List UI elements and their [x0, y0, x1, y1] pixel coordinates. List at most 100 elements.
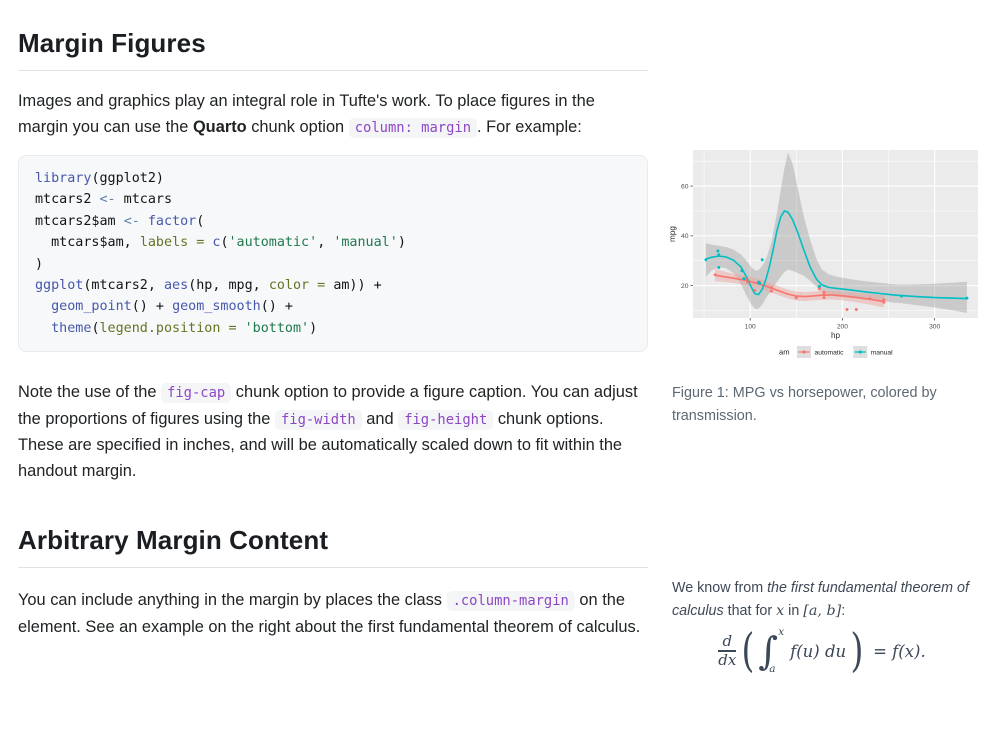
code-line: geom_point() + geom_smooth() + [35, 296, 631, 317]
code-token: geom_smooth [172, 299, 261, 315]
code-token: ( [196, 213, 205, 229]
svg-text:200: 200 [837, 324, 848, 331]
code-token: mtcars2$am [35, 213, 124, 229]
code-token: c [212, 235, 221, 251]
integral-lower-limit: a [769, 663, 776, 675]
left-paren: ( [741, 623, 755, 678]
inline-code: fig-height [398, 409, 494, 430]
fraction-denominator: dx [718, 650, 737, 669]
svg-text:300: 300 [929, 324, 940, 331]
code-line: ) [35, 254, 631, 275]
code-token: ) [35, 256, 44, 272]
chart-legend: am automatic manual [779, 346, 893, 358]
code-token [140, 214, 148, 229]
code-token: () + [131, 299, 173, 315]
paragraph-column-margin: You can include anything in the margin b… [18, 588, 644, 640]
figure-caption: Figure 1: MPG vs horsepower, colored by … [672, 385, 937, 424]
integral-upper-limit: x [778, 626, 785, 638]
code-token: theme [51, 320, 92, 336]
chart-series [704, 152, 969, 313]
code-token: (ggplot2) [91, 171, 164, 186]
code-token: legend.position = [99, 320, 245, 336]
code-line: ggplot(mtcars2, aes(hp, mpg, color = am)… [35, 275, 631, 296]
code-token: () + [260, 299, 293, 315]
derivative-fraction: d dx [718, 631, 737, 669]
code-token: am)) + [333, 278, 382, 294]
text-segment: and [361, 409, 399, 428]
code-token: 'automatic' [228, 235, 318, 251]
mpg-chart: 100 200 300 20 40 60 hp mpg am automatic manual [668, 150, 978, 358]
axis-labels: 100 200 300 20 40 60 [681, 183, 940, 330]
text-segment: chunk option to provide a figure caption… [18, 383, 638, 428]
code-token: labels = [139, 235, 213, 251]
svg-text:manual: manual [871, 349, 893, 356]
inline-code: column: margin [348, 117, 478, 138]
code-token: mtcars$am, [35, 235, 140, 251]
text-segment: We know from [672, 580, 768, 596]
code-token: factor [147, 213, 197, 229]
svg-text:automatic: automatic [815, 349, 845, 356]
text-segment: Quarto [192, 117, 247, 136]
inline-code: .column-margin [446, 591, 575, 612]
code-block: library(ggplot2) mtcars2 <- mtcars mtcars2… [18, 155, 648, 353]
text-segment: that for [723, 602, 777, 619]
code-token: ( [220, 235, 229, 251]
code-line: mtcars2$am <- factor( [35, 211, 631, 232]
paragraph-fig-options: Note the use of the fig-cap chunk option… [18, 380, 644, 484]
code-token: aes [164, 278, 189, 294]
calculus-formula: d dx ( ∫ x a f(u) du ) = f(x). [672, 620, 972, 682]
x-axis-title: hp [831, 331, 841, 340]
text-segment: chunk option [246, 117, 349, 136]
right-paren: ) [850, 623, 864, 678]
code-token: ) [309, 320, 318, 336]
text-segment: : [841, 602, 846, 619]
code-line: library(ggplot2) [35, 168, 631, 189]
code-line: theme(legend.position = 'bottom') [35, 318, 631, 339]
integral: ∫ x a [758, 626, 784, 675]
section-title-margin-figures: Margin Figures [18, 28, 648, 72]
formula-rhs: = f(x). [873, 641, 926, 661]
margin-note: We know from the first fundamental theor… [672, 577, 980, 622]
paragraph-margin-figures: Images and graphics play an integral rol… [18, 89, 644, 141]
text-segment: . For example: [477, 117, 582, 136]
gridlines [693, 150, 978, 318]
code-token [35, 321, 51, 336]
text-segment: Images and graphics play an integral rol… [18, 92, 595, 136]
text-segment: x [776, 602, 785, 619]
code-token: (mtcars2, [83, 278, 164, 294]
text-segment: [a, b] [803, 602, 842, 619]
fraction-bar [718, 650, 737, 652]
smooth-line-manual [705, 210, 968, 300]
code-token [35, 299, 51, 314]
code-token: ) [397, 235, 406, 251]
code-token: library [35, 171, 92, 186]
text-segment: You can include anything in the margin b… [18, 591, 447, 610]
code-token: mtcars2 [35, 192, 100, 208]
confidence-band-manual [705, 152, 967, 313]
points-manual [704, 249, 969, 300]
section-title-arbitrary-margin-content: Arbitrary Margin Content [18, 525, 648, 569]
code-token: <- [123, 213, 140, 229]
svg-text:am: am [779, 348, 790, 357]
code-token: color = [268, 278, 334, 294]
svg-text:20: 20 [681, 283, 689, 290]
inline-code: fig-cap [161, 383, 232, 404]
code-token: (hp, mpg, [188, 278, 269, 294]
code-token: 'bottom' [244, 320, 310, 336]
inline-code: fig-width [274, 409, 362, 430]
code-token: 'manual' [333, 235, 398, 251]
svg-text:60: 60 [681, 183, 689, 190]
integral-sign: ∫ [758, 629, 779, 673]
fraction-numerator: d [722, 631, 733, 650]
code-token: mtcars [115, 192, 173, 208]
code-token: <- [99, 192, 116, 208]
code-token: , [317, 235, 334, 251]
code-line: mtcars2 <- mtcars [35, 189, 631, 210]
confidence-band-automatic [715, 268, 884, 308]
text-segment: the first fundamental theorem of calculu… [672, 580, 969, 619]
svg-text:100: 100 [745, 324, 756, 331]
plot-panel [693, 150, 978, 318]
code-line: mtcars$am, labels = c('automatic', 'manu… [35, 232, 631, 253]
svg-text:40: 40 [681, 233, 689, 240]
